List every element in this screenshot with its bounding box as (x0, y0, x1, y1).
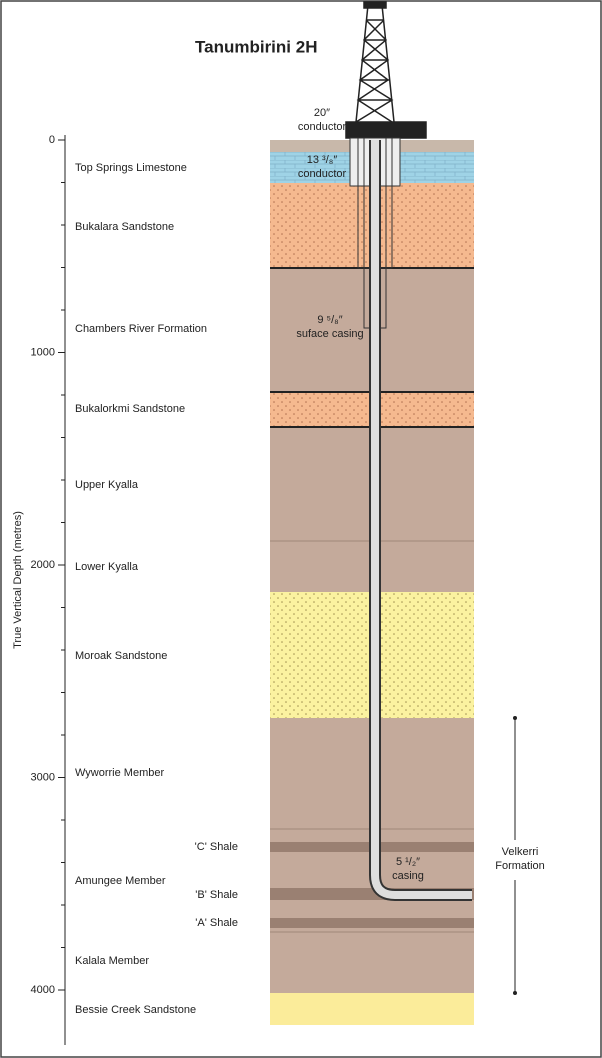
bracket-label: Velkerri (502, 846, 539, 858)
casing-labels: 20″ conductor 13 ³/₈″ conductor 9 ⁵/₈″ s… (296, 107, 424, 882)
shale-label: 'A' Shale (195, 917, 238, 929)
casing-name: suface casing (296, 328, 363, 340)
tick-label: 3000 (31, 771, 55, 783)
formation-labels: Top Springs Limestone Bukalara Sandstone… (75, 162, 238, 1016)
title: Tanumbirini 2H (195, 37, 317, 56)
tick-label: 1000 (31, 346, 55, 358)
tick-label: 2000 (31, 559, 55, 571)
formation-label: Lower Kyalla (75, 561, 139, 573)
velkerri-bracket: Velkerri Formation (495, 716, 545, 995)
formation-label: Top Springs Limestone (75, 162, 187, 174)
formation-label: Moroak Sandstone (75, 650, 167, 662)
formation-label: Chambers River Formation (75, 323, 207, 335)
formation-label: Amungee Member (75, 875, 166, 887)
formation-label: Bessie Creek Sandstone (75, 1004, 196, 1016)
casing-size: 13 ³/₈″ (307, 154, 338, 166)
formation-label: Bukalara Sandstone (75, 221, 174, 233)
axis-label: True Vertical Depth (metres) (12, 511, 24, 649)
casing-name: conductor (298, 168, 347, 180)
ticks: 0 1000 2000 3000 4000 (31, 134, 65, 996)
tick-label: 0 (49, 134, 55, 146)
formation-label: Kalala Member (75, 955, 149, 967)
casing-name: casing (392, 870, 424, 882)
bracket-label: Formation (495, 860, 545, 872)
formation-label: Upper Kyalla (75, 479, 139, 491)
wellbore (349, 137, 472, 901)
casing-size: 20″ (314, 107, 330, 119)
derrick (345, 1, 427, 139)
formation-label: Wyworrie Member (75, 767, 164, 779)
formation-label: Bukalorkmi Sandstone (75, 403, 185, 415)
tick-label: 4000 (31, 984, 55, 996)
casing-size: 5 ¹/₂″ (396, 856, 420, 868)
shale-label: 'B' Shale (195, 889, 238, 901)
casing-size: 9 ⁵/₈″ (317, 314, 342, 326)
shale-label: 'C' Shale (195, 841, 238, 853)
casing-name: conductor (298, 121, 347, 133)
